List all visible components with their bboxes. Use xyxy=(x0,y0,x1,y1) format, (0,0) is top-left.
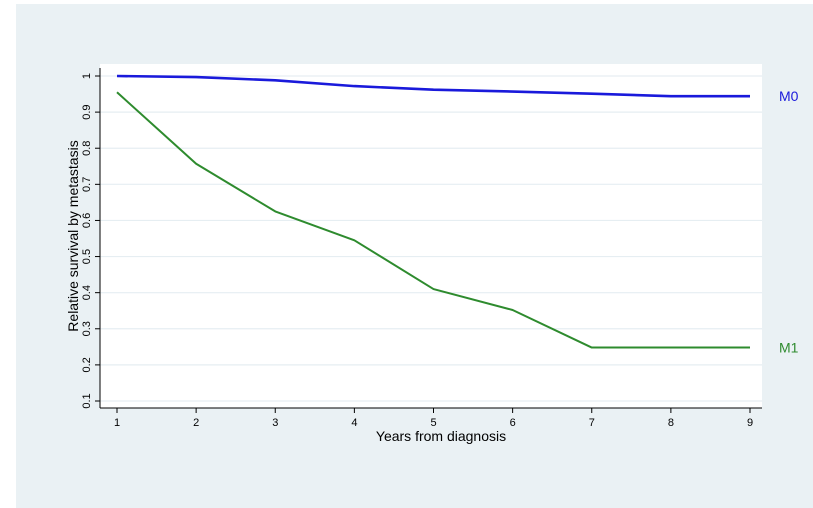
y-tick-label: 0.9 xyxy=(81,104,93,119)
y-tick-label: 0.3 xyxy=(81,321,93,336)
y-tick-label: 0.5 xyxy=(81,249,93,264)
series-line-m0 xyxy=(116,74,750,98)
y-tick-label: 0.8 xyxy=(81,141,93,156)
series-label-m0: M0 xyxy=(779,88,799,104)
x-tick-label: 5 xyxy=(430,417,436,429)
series-line-m1 xyxy=(116,91,750,349)
y-tick-label: 0.4 xyxy=(81,285,93,300)
y-axis-title: Relative survival by metastasis xyxy=(65,140,81,331)
x-tick-label: 4 xyxy=(351,417,357,429)
x-tick-label: 2 xyxy=(193,417,199,429)
x-tick-label: 6 xyxy=(510,417,516,429)
x-tick-label: 8 xyxy=(668,417,674,429)
x-tick-label: 1 xyxy=(114,417,120,429)
x-axis-title: Years from diagnosis xyxy=(376,428,506,444)
y-tick-label: 0.6 xyxy=(81,213,93,228)
plot-area xyxy=(100,64,762,408)
y-tick-label: 1 xyxy=(81,73,93,79)
line-chart: 0.1 0.2 0.3 0.4 0.5 0.6 0.7 0.8 0.9 1 1 2 3 4 5 6 7 8 9 M0… xyxy=(65,64,799,444)
y-tick-label: 0.1 xyxy=(81,393,93,408)
x-tick-label: 3 xyxy=(272,417,278,429)
x-tick-label: 9 xyxy=(747,417,753,429)
series-label-m1: M1 xyxy=(779,340,799,356)
x-tick-label: 7 xyxy=(589,417,595,429)
chart-figure: 0.1 0.2 0.3 0.4 0.5 0.6 0.7 0.8 0.9 1 1 2 3 4 5 6 7 8 9 M0… xyxy=(16,4,813,508)
y-tick-label: 0.7 xyxy=(81,177,93,192)
y-tick-label: 0.2 xyxy=(81,357,93,372)
